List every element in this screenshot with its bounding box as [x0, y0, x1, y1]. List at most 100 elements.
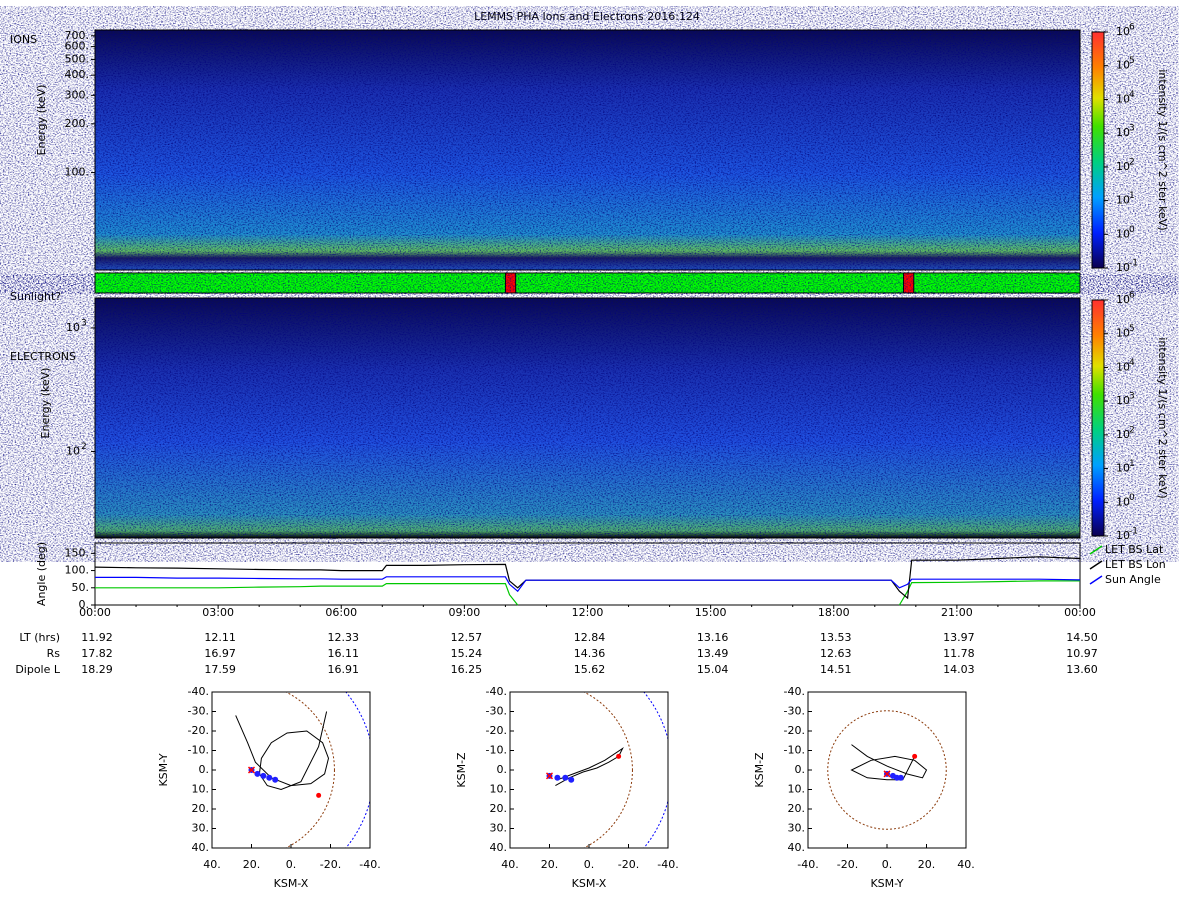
colorbar-tick-label: 10 — [1116, 293, 1130, 306]
x-axis-label: KSM-Y — [870, 877, 903, 890]
y-tick-label: 20. — [788, 802, 806, 815]
page-title: LEMMS PHA Ions and Electrons 2016:124 — [474, 10, 700, 23]
ephemeris-value: 11.78 — [943, 647, 975, 660]
orbit-plot — [808, 692, 966, 848]
panel-frame — [94, 542, 1081, 606]
trajectory-dot — [897, 774, 904, 781]
ephemeris-value: 16.25 — [451, 663, 483, 676]
colorbar-tick-label-exponent: 2 — [1129, 425, 1135, 435]
colorbar — [1091, 31, 1105, 269]
ephemeris-value: 15.04 — [697, 663, 729, 676]
colorbar-tick-label: 10 — [1116, 529, 1130, 542]
colorbar-tick-label-exponent: 0 — [1129, 493, 1135, 503]
y-tick-label: 40. — [490, 841, 508, 854]
series-line — [95, 580, 1080, 606]
colorbar-tick-label-exponent: 4 — [1129, 90, 1135, 100]
y-tick-label: -30. — [188, 705, 209, 718]
shadow-interval — [504, 272, 517, 294]
colorbar-label: intensity 1/(s cm^2 ster keV) — [1156, 337, 1169, 498]
magnetopause — [582, 692, 633, 848]
trajectory-dot — [260, 772, 267, 779]
start-marker — [883, 770, 891, 778]
colorbar-tick-label: 10 — [1116, 227, 1130, 240]
x-tick-label: 09:00 — [449, 606, 481, 619]
colorbar-tick-label: 10 — [1116, 360, 1130, 373]
ephemeris-value: 14.36 — [574, 647, 606, 660]
y-tick-label: 10. — [490, 783, 508, 796]
x-tick-label: -40. — [797, 858, 818, 871]
y-tick-label: -20. — [784, 724, 805, 737]
colorbar-tick-label: 10 — [1116, 327, 1130, 340]
ephemeris-value: 16.11 — [328, 647, 360, 660]
series-line — [95, 576, 1080, 593]
ephemeris-value: 12.57 — [451, 631, 483, 644]
panel-label: ELECTRONS — [10, 350, 76, 363]
colorbar-tick-label-exponent: 5 — [1129, 324, 1135, 334]
ephemeris-value: 13.53 — [820, 631, 852, 644]
ephemeris-value: 12.33 — [328, 631, 360, 644]
ephemeris-value: 14.50 — [1066, 631, 1098, 644]
end-marker — [616, 753, 622, 759]
colorbar-tick-label: 10 — [1116, 495, 1130, 508]
x-tick-label: 00:00 — [79, 606, 111, 619]
y-tick-label: 0. — [79, 598, 90, 611]
trajectory-dot — [254, 770, 261, 777]
panel-label: IONS — [10, 33, 37, 46]
y-tick-label: -30. — [784, 705, 805, 718]
panel-frame — [94, 297, 1081, 539]
x-tick-label: 20. — [243, 858, 261, 871]
colorbar-tick-label: 10 — [1116, 126, 1130, 139]
colorbar-tick-label-exponent: -1 — [1129, 259, 1138, 269]
y-tick-label: 100. — [65, 564, 90, 577]
legend-swatch — [1089, 560, 1103, 570]
y-tick-label: -40. — [784, 685, 805, 698]
x-tick-label: 00:00 — [1064, 606, 1096, 619]
orbit-plot — [235, 692, 370, 848]
panel-frame — [807, 691, 967, 849]
legend-label: LET BS Lon — [1105, 558, 1166, 571]
y-tick-label: -10. — [784, 744, 805, 757]
ephemeris-label: Dipole L — [15, 663, 61, 676]
ephemeris-value: 13.60 — [1066, 663, 1098, 676]
colorbar-tick-label: 10 — [1116, 59, 1130, 72]
x-tick-label: 0. — [286, 858, 297, 871]
x-tick-label: -40. — [359, 858, 380, 871]
ephemeris-value: 10.97 — [1066, 647, 1098, 660]
y-tick-label: 0. — [795, 763, 806, 776]
x-tick-label: 20. — [541, 858, 559, 871]
ephemeris-value: 12.63 — [820, 647, 852, 660]
ephemeris-value: 11.92 — [81, 631, 113, 644]
ephemeris-value: 16.91 — [328, 663, 360, 676]
x-tick-label: -20. — [618, 858, 639, 871]
start-marker — [545, 772, 554, 780]
colorbar — [1091, 299, 1105, 537]
sunlight-label: Sunlight? — [10, 290, 61, 303]
colorbar-tick-label: 10 — [1116, 428, 1130, 441]
x-tick-label: 40. — [957, 858, 975, 871]
sunlight-bar — [94, 272, 1081, 294]
start-marker — [247, 766, 256, 774]
x-axis-label: KSM-X — [572, 877, 607, 890]
y-tick-label: 10. — [788, 783, 806, 796]
y-tick-label: 150. — [65, 546, 90, 559]
ephemeris-value: 13.49 — [697, 647, 729, 660]
y-tick-label: 20. — [490, 802, 508, 815]
ephemeris-value: 12.11 — [204, 631, 236, 644]
y-tick-label: 0. — [199, 763, 210, 776]
legend-swatch — [1089, 545, 1103, 555]
trajectory — [850, 744, 928, 781]
y-tick-label: -40. — [188, 685, 209, 698]
y-tick-label: 40. — [192, 841, 210, 854]
x-tick-label: -40. — [657, 858, 678, 871]
y-tick-label: -10. — [486, 744, 507, 757]
y-axis-label: KSM-Z — [455, 752, 468, 788]
trajectory-dot — [554, 774, 561, 781]
magnetopause — [284, 692, 335, 848]
y-axis-label: Energy (keV) — [39, 368, 52, 439]
colorbar-tick-label-exponent: 3 — [1129, 124, 1135, 134]
y-tick-label: 30. — [788, 822, 806, 835]
ephemeris-value: 15.24 — [451, 647, 483, 660]
legend-label: Sun Angle — [1105, 573, 1161, 586]
y-tick-label: -10. — [188, 744, 209, 757]
trajectory — [235, 711, 330, 791]
